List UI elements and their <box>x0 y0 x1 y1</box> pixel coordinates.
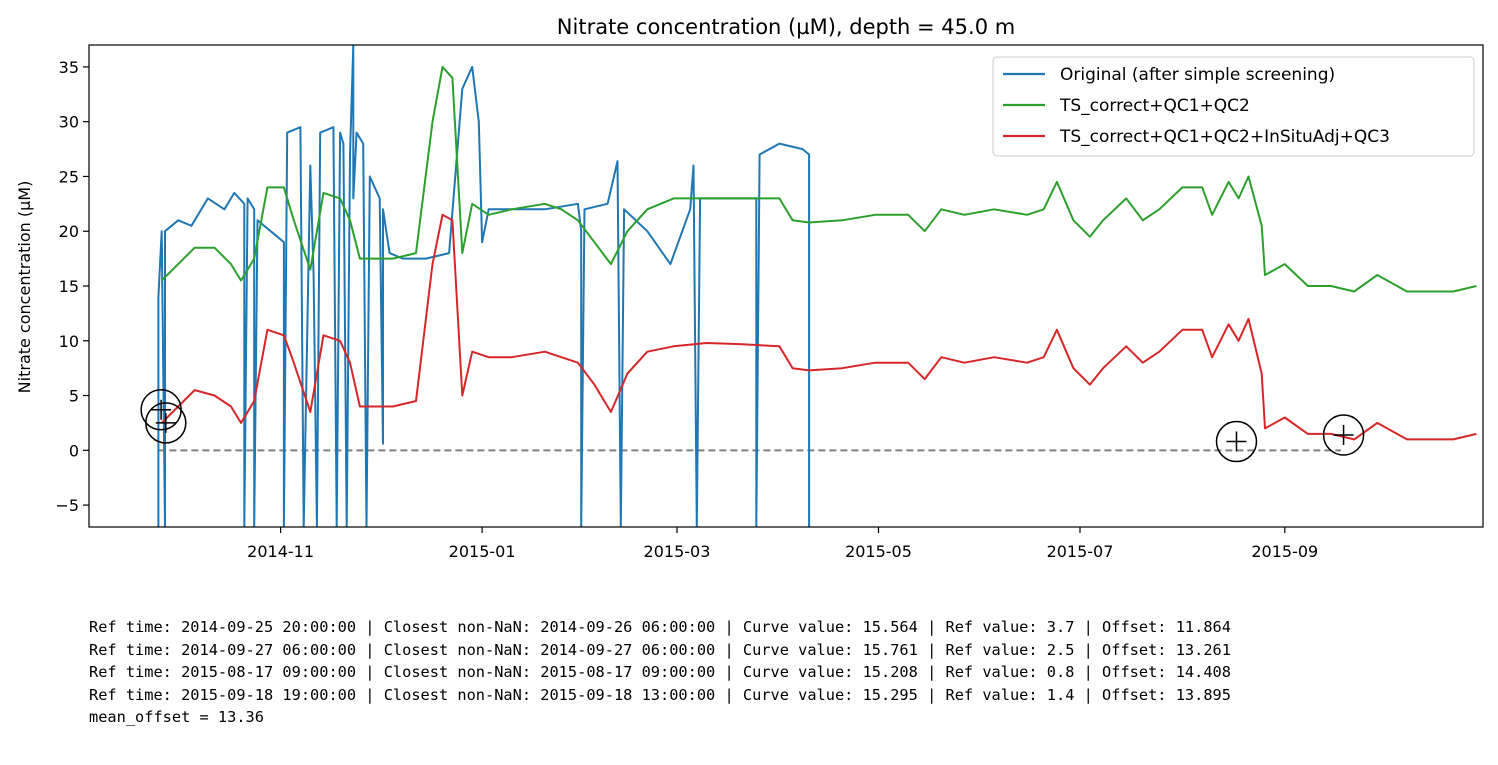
reference-offset-log: Ref time: 2014-09-25 20:00:00 | Closest … <box>89 616 1231 729</box>
y-tick-label: 10 <box>59 332 79 351</box>
ref-log-line: Ref time: 2014-09-25 20:00:00 | Closest … <box>89 618 1231 636</box>
ref-log-line: Ref time: 2015-09-18 19:00:00 | Closest … <box>89 685 1231 704</box>
reference-marker-cross <box>1333 424 1354 445</box>
y-tick-label: 35 <box>59 58 79 77</box>
x-tick-label: 2015-09 <box>1251 542 1318 561</box>
reference-marker-cross <box>1226 431 1247 452</box>
x-tick-label: 2015-07 <box>1047 542 1114 561</box>
legend-label: TS_correct+QC1+QC2+InSituAdj+QC3 <box>1059 127 1390 147</box>
nitrate-chart: Nitrate concentration (µM), depth = 45.0… <box>15 15 1484 561</box>
y-tick-label: −5 <box>55 496 79 515</box>
series-line-2 <box>160 65 1477 293</box>
legend-label: Original (after simple screening) <box>1060 65 1335 85</box>
ref-log-line: Ref time: 2014-09-27 06:00:00 | Closest … <box>89 640 1231 659</box>
y-tick-label: 0 <box>69 441 79 460</box>
legend: Original (after simple screening) TS_corr… <box>992 56 1475 157</box>
plot-area <box>140 45 1477 527</box>
reference-marker-circle <box>1322 414 1365 456</box>
x-tick-label: 2015-01 <box>449 542 516 561</box>
series-line-3 <box>160 213 1477 441</box>
reference-marker-circle <box>1215 420 1258 463</box>
ref-log-line: mean_offset = 13.36 <box>89 708 264 726</box>
y-axis-label: Nitrate concentration (µM) <box>15 181 34 394</box>
reference-marker-cross <box>155 412 176 433</box>
chart-title: Nitrate concentration (µM), depth = 45.0… <box>557 15 1015 39</box>
y-tick-label: 15 <box>59 277 79 296</box>
x-tick-label: 2014-11 <box>247 542 314 561</box>
reference-marker-circle <box>145 402 187 444</box>
y-tick-label: 5 <box>69 387 79 406</box>
legend-box <box>992 56 1475 157</box>
y-tick-label: 20 <box>59 222 79 241</box>
y-tick-label: 25 <box>59 167 79 186</box>
x-tick-label: 2015-05 <box>845 542 912 561</box>
x-tick-label: 2015-03 <box>644 542 711 561</box>
axes: −5 0 5 10 15 20 25 30 35 2014-11 2015-01 2015-03 201… <box>55 44 1484 561</box>
ref-log-line: Ref time: 2015-08-17 09:00:00 | Closest … <box>89 663 1231 681</box>
y-tick-label: 30 <box>59 113 79 132</box>
legend-label: TS_correct+QC1+QC2 <box>1059 96 1250 116</box>
series-line-1 <box>157 45 811 527</box>
